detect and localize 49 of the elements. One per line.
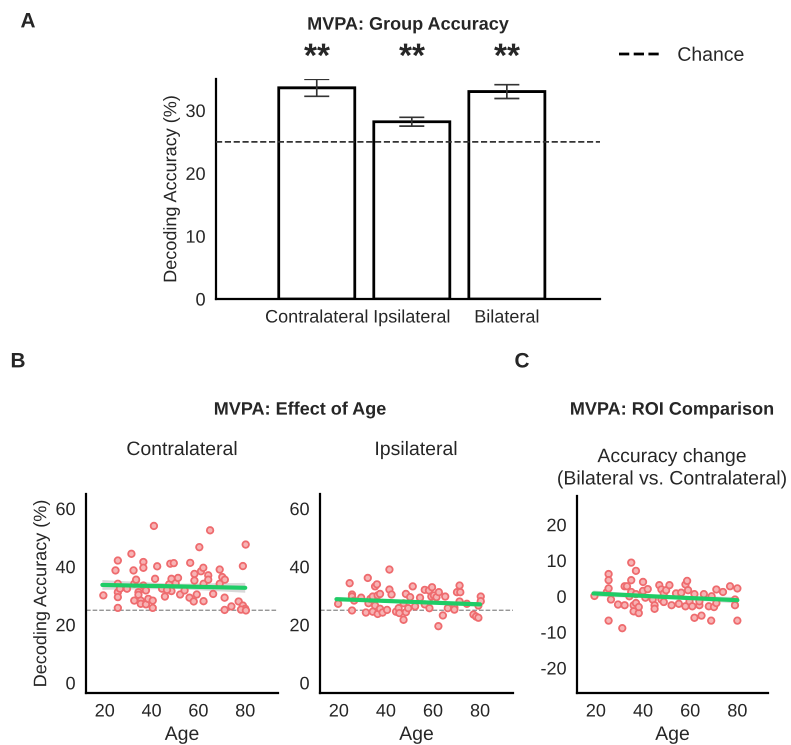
y-tick-label: 10	[548, 554, 566, 568]
x-tick-label: 60	[424, 704, 442, 717]
y-tick-label: 0	[66, 676, 75, 690]
y-tick-label: 10	[186, 230, 205, 243]
y-tick-label: 0	[557, 590, 566, 604]
x-axis-title: Age	[164, 726, 198, 744]
text: A	[20, 13, 35, 28]
x-tick-label: Contralateral	[266, 309, 368, 323]
y-tick-label: 40	[290, 560, 309, 574]
y-tick-label: 60	[290, 502, 309, 516]
x-tick-label: Ipsilateral	[374, 309, 450, 326]
y-tick-label: -20	[541, 662, 566, 675]
y-axis-title: Decoding Accuracy (%)	[33, 500, 50, 686]
y-tick-label: 40	[56, 560, 75, 574]
y-tick-label: 0	[196, 292, 205, 306]
y-tick-label: 20	[56, 618, 75, 632]
x-axis-title: Age	[655, 726, 689, 744]
x-tick-label: 20	[330, 704, 348, 717]
y-tick-label: 20	[547, 518, 566, 532]
text: C	[515, 352, 529, 368]
x-tick-label: 40	[633, 704, 652, 717]
x-tick-label: 40	[142, 704, 161, 717]
x-tick-label: 40	[376, 704, 396, 717]
text: **	[304, 44, 330, 56]
x-tick-label: 80	[236, 704, 255, 717]
y-tick-label: 30	[186, 104, 205, 118]
chart-subtitle: Ipsilateral	[376, 440, 456, 460]
x-tick-label: 60	[681, 704, 700, 717]
x-tick-label: 20	[96, 704, 114, 717]
chart-subtitle: Accuracy change (Bilateral vs. Contralateral)	[558, 448, 786, 488]
y-tick-label: 60	[56, 502, 75, 516]
chart-title: MVPA: Group Accuracy	[308, 17, 509, 34]
y-tick-label: 20	[290, 618, 309, 632]
text: B	[12, 353, 25, 368]
y-axis-title: Decoding Accuracy (%)	[163, 96, 180, 282]
x-tick-label: 80	[728, 704, 747, 717]
x-tick-label: 20	[586, 704, 606, 717]
chart-title: MVPA: Effect of Age	[214, 402, 386, 418]
chart-title: MVPA: ROI Comparison	[571, 402, 774, 418]
y-tick-label: 0	[300, 676, 309, 690]
ref-line-label: Chance	[678, 46, 744, 61]
chart-subtitle: Contralateral	[127, 440, 236, 456]
x-axis-title: Age	[399, 726, 433, 744]
x-tick-label: Bilateral	[476, 309, 538, 323]
x-tick-label: 80	[470, 704, 490, 717]
y-tick-label: 20	[186, 167, 205, 180]
text: **	[399, 44, 425, 56]
y-tick-label: -10	[541, 626, 566, 639]
text: **	[494, 44, 520, 56]
